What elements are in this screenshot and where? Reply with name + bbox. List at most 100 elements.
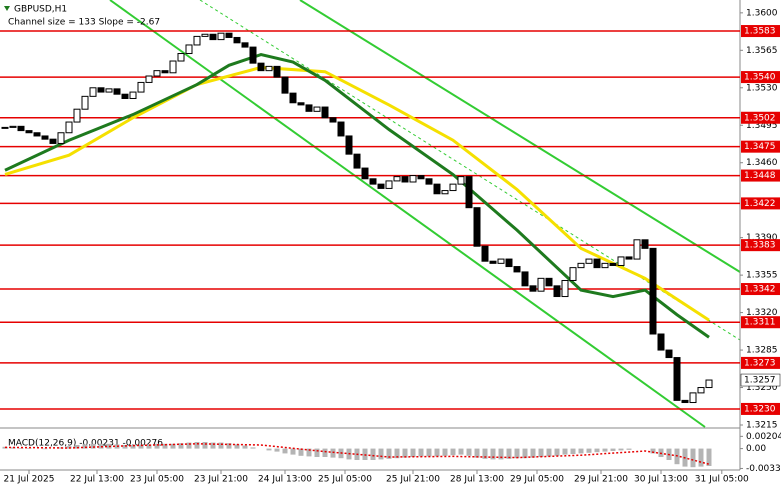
candle xyxy=(657,333,665,351)
symbol-icon xyxy=(4,6,10,11)
candle xyxy=(505,258,513,268)
macd-bar xyxy=(450,448,456,456)
candle xyxy=(225,32,233,38)
candle xyxy=(129,91,137,99)
y-tick-label: 1.3460 xyxy=(746,158,778,168)
candle xyxy=(537,277,545,292)
macd-bar xyxy=(538,448,544,457)
macd-bar xyxy=(226,443,232,449)
candle xyxy=(625,256,633,260)
macd-title: MACD(12,26,9) -0.00231 -0.00276 xyxy=(8,439,163,449)
candle xyxy=(73,108,81,123)
moving-average xyxy=(4,53,710,339)
x-tick-label: 21 Jul 2025 xyxy=(4,475,55,485)
macd-bar xyxy=(186,442,192,449)
level-label: 1.3342 xyxy=(744,285,776,295)
candle xyxy=(401,176,409,183)
channel-upper xyxy=(299,0,741,273)
candle xyxy=(513,266,521,273)
macd-bar xyxy=(90,443,96,449)
level-label-box xyxy=(741,111,780,124)
macd-bar xyxy=(578,448,584,454)
level-label: 1.3383 xyxy=(744,241,776,251)
candle xyxy=(673,357,681,401)
candle xyxy=(361,167,369,180)
y-tick-label: 1.3285 xyxy=(746,346,778,356)
candle xyxy=(689,392,697,404)
candle xyxy=(489,260,497,264)
current-price-box xyxy=(740,373,781,387)
candle xyxy=(249,46,257,64)
macd-bar xyxy=(570,448,576,454)
candle xyxy=(217,32,225,41)
candle xyxy=(193,35,201,46)
candle xyxy=(161,70,169,74)
candle xyxy=(617,256,625,266)
candle xyxy=(457,176,465,185)
macd-bar xyxy=(378,448,384,460)
candle xyxy=(241,42,249,48)
level-label-box xyxy=(741,71,780,84)
y-tick-label: 0.00 xyxy=(746,444,766,454)
candle xyxy=(409,175,417,183)
candle xyxy=(313,106,321,112)
x-tick-label: 25 Jul 05:00 xyxy=(318,475,372,485)
level-label: 1.3273 xyxy=(744,358,776,368)
x-tick-label: 28 Jul 13:00 xyxy=(450,475,504,485)
candle xyxy=(393,176,401,182)
level-label: 1.3540 xyxy=(744,73,776,83)
level-label-box xyxy=(741,25,780,38)
candle xyxy=(425,178,433,185)
macd-bar xyxy=(514,448,520,459)
x-tick-label: 29 Jul 05:00 xyxy=(510,475,564,485)
macd-bar xyxy=(626,448,632,450)
candle xyxy=(305,104,313,112)
y-tick-label: 1.3355 xyxy=(746,271,778,281)
y-tick-label: 1.3250 xyxy=(746,383,778,393)
macd-bar xyxy=(618,448,624,451)
macd-bar xyxy=(394,448,400,459)
y-tick-label: 1.3530 xyxy=(746,83,778,93)
candle xyxy=(521,271,529,287)
x-tick-label: 22 Jul 13:00 xyxy=(70,475,124,485)
candle xyxy=(449,183,457,192)
level-label-box xyxy=(741,239,780,252)
macd-bar xyxy=(474,448,480,458)
macd-bar xyxy=(130,445,136,449)
candle xyxy=(257,62,265,72)
macd-bar xyxy=(498,448,504,460)
candle xyxy=(25,130,33,134)
candle xyxy=(329,117,337,123)
candle xyxy=(593,258,601,269)
candle xyxy=(337,121,345,137)
macd-bar xyxy=(306,448,312,457)
macd-bar xyxy=(522,448,528,459)
macd-bar xyxy=(314,448,320,457)
candle xyxy=(441,190,449,195)
candle xyxy=(201,33,209,37)
macd-bar xyxy=(530,448,536,458)
level-label-box xyxy=(741,197,780,210)
macd-bar xyxy=(466,448,472,456)
candle xyxy=(497,258,505,264)
macd-bar xyxy=(650,448,656,454)
macd-bar xyxy=(482,448,488,459)
candle xyxy=(49,138,57,144)
macd-bar xyxy=(194,442,200,449)
level-label: 1.3502 xyxy=(744,113,776,123)
chart-subtitle: Channel size = 133 Slope = -2.67 xyxy=(8,18,160,28)
candle xyxy=(473,207,481,247)
macd-bar xyxy=(418,448,424,457)
macd-bar xyxy=(402,448,408,458)
macd-bar xyxy=(322,448,328,457)
candle xyxy=(33,132,41,137)
candle xyxy=(153,70,161,77)
macd-bar xyxy=(594,448,600,453)
macd-bar xyxy=(330,448,336,458)
macd-bar xyxy=(442,448,448,456)
macd-bar xyxy=(458,448,464,455)
level-label: 1.3311 xyxy=(744,318,776,328)
candle xyxy=(417,175,425,180)
macd-bar xyxy=(162,443,168,449)
